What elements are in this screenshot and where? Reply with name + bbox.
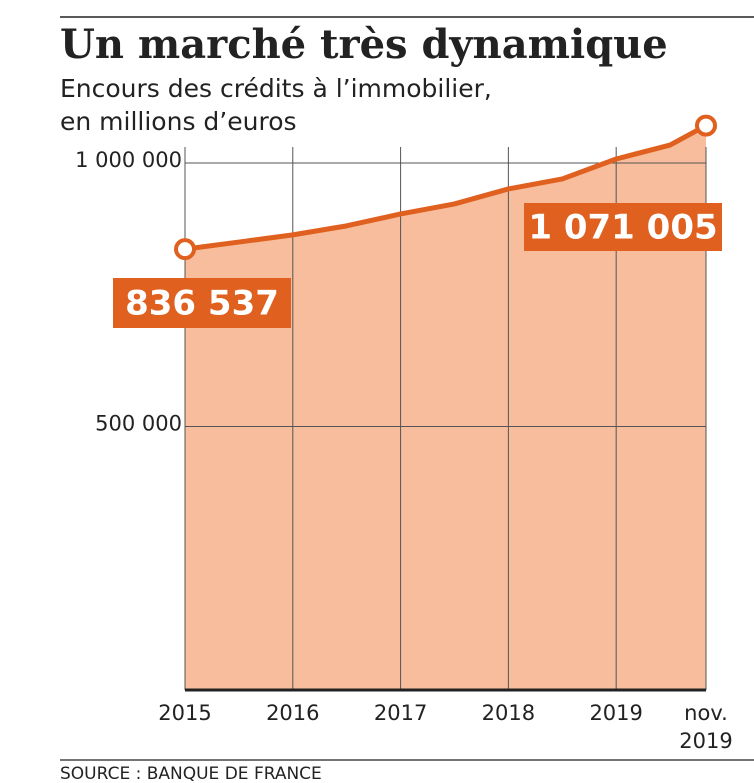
y-tick-label: 1 000 000 — [75, 148, 182, 172]
value-label: 836 537 — [125, 284, 279, 324]
subtitle: Encours des crédits à l’immobilier, — [60, 74, 492, 103]
chart-title: Un marché très dynamique — [60, 21, 668, 68]
point — [174, 238, 196, 261]
point — [695, 114, 717, 137]
y-tick-label: 500 000 — [95, 412, 182, 436]
line — [184, 123, 708, 252]
source: SOURCE : BANQUE DE FRANCE — [60, 764, 322, 783]
value-label-box — [524, 203, 722, 251]
value-label-box — [113, 278, 291, 328]
value-label: 1 071 005 — [528, 208, 717, 248]
x-tick-label: 2019 — [589, 701, 642, 725]
x-tick-label: 2018 — [482, 701, 535, 725]
x-tick-label: 2016 — [266, 701, 319, 725]
subtitle: en millions d’euros — [60, 107, 297, 136]
x-tick-label: 2017 — [374, 701, 427, 725]
area — [185, 125, 706, 690]
x-tick-label: nov. 2019 — [679, 701, 732, 753]
x-tick-label: 2015 — [158, 701, 211, 725]
